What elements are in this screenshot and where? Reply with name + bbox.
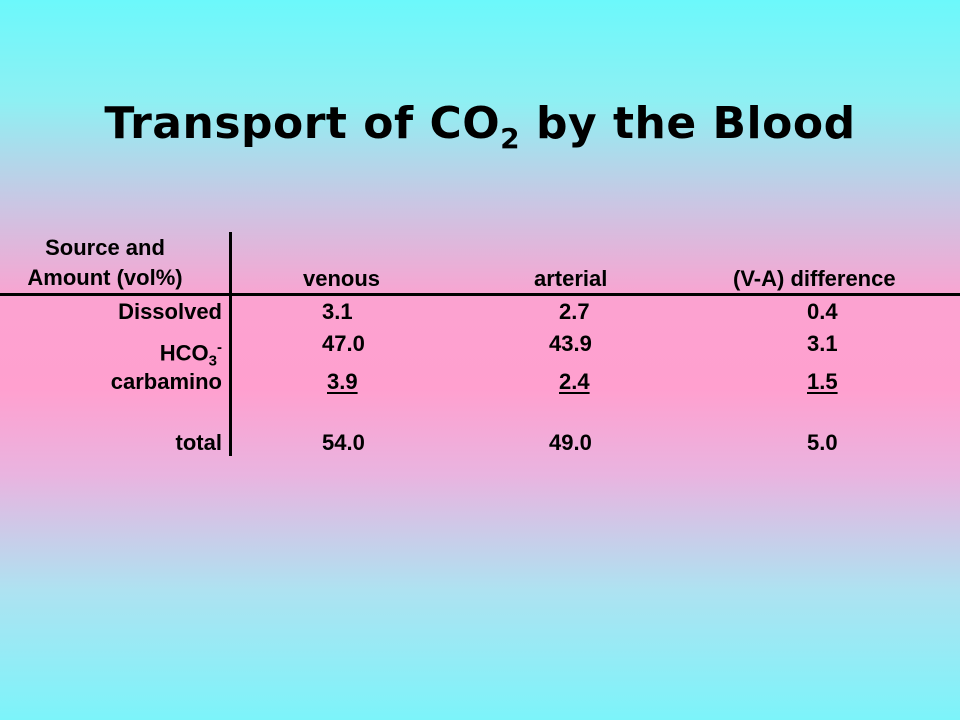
cell-venous: 47.0 [322, 331, 365, 356]
cell-arterial: 49.0 [549, 430, 592, 455]
row-label-bicarbonate: HCO3- [0, 335, 222, 375]
table-vertical-divider [229, 232, 232, 456]
cell-venous: 3.9 [327, 369, 358, 394]
cell-arterial: 43.9 [549, 331, 592, 356]
cell-arterial: 2.4 [559, 369, 590, 394]
title-subscript: 2 [500, 122, 521, 155]
header-source-line2: Amount (vol%) [27, 265, 183, 290]
title-text: Transport of CO [104, 98, 501, 149]
header-difference: (V-A) difference [733, 266, 896, 291]
row-label-dissolved: Dissolved [118, 299, 222, 324]
header-source: Source and Amount (vol%) [0, 233, 210, 293]
title-rest: by the Blood [520, 98, 856, 149]
cell-venous: 3.1 [322, 299, 353, 324]
cell-difference: 5.0 [807, 430, 838, 455]
table-header-divider [0, 293, 960, 296]
bicarbonate-superscript: - [217, 339, 222, 356]
row-label-total: total [175, 430, 222, 455]
header-venous: venous [303, 266, 381, 291]
cell-arterial: 2.7 [559, 299, 590, 324]
header-source-line1: Source and [45, 235, 165, 260]
slide-title: Transport of CO2 by the Blood [0, 98, 960, 155]
bicarbonate-main: HCO [159, 340, 209, 366]
cell-difference: 3.1 [807, 331, 838, 356]
cell-venous: 54.0 [322, 430, 365, 455]
header-arterial: arterial [534, 266, 608, 291]
bicarbonate-subscript: 3 [208, 352, 217, 370]
row-label-carbamino: carbamino [110, 369, 222, 394]
cell-difference: 0.4 [807, 299, 838, 324]
cell-difference: 1.5 [807, 369, 838, 394]
